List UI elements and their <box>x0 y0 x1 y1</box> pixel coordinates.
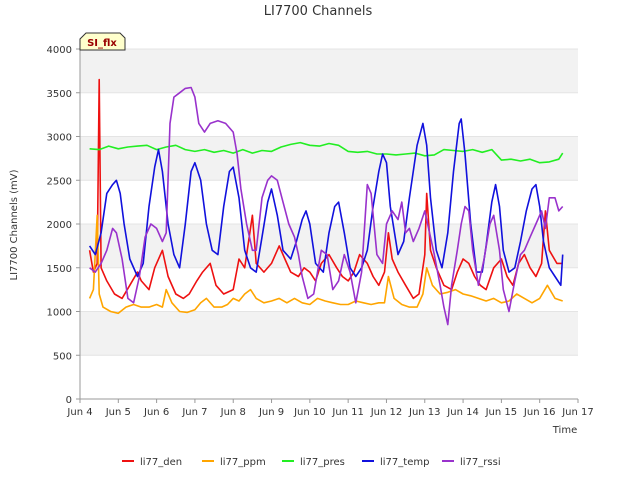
x-tick-label: Jun 14 <box>446 407 479 418</box>
y-tick-label: 1000 <box>47 308 72 319</box>
y-tick-label: 3000 <box>47 133 72 144</box>
y-tick-label: 2500 <box>47 176 72 187</box>
plot-band <box>80 49 578 93</box>
x-tick-label: Jun 9 <box>258 407 284 418</box>
y-tick-label: 3500 <box>47 89 72 100</box>
legend-label-li77_ppm: li77_ppm <box>220 457 266 468</box>
series-line-li77_rssi <box>89 86 564 326</box>
series-line-li77_ppm <box>88 214 563 315</box>
x-tick-label: Jun 15 <box>485 407 518 418</box>
series-line-li77_den <box>88 78 563 300</box>
series-layer <box>88 78 564 326</box>
legend-label-li77_temp: li77_temp <box>380 457 429 468</box>
legend-label-li77_pres: li77_pres <box>300 457 345 468</box>
chart-title: LI7700 Channels <box>264 4 373 19</box>
y-tick-label: 0 <box>66 395 72 406</box>
y-tick-label: 4000 <box>47 45 72 56</box>
x-tick-label: Jun 4 <box>66 407 92 418</box>
x-tick-label: Jun 12 <box>370 407 403 418</box>
y-tick-label: 1500 <box>47 264 72 275</box>
x-tick-label: Jun 11 <box>331 407 364 418</box>
legend-label-li77_den: li77_den <box>140 457 182 468</box>
y-tick-label: 500 <box>53 351 72 362</box>
x-tick-label: Jun 17 <box>561 407 594 418</box>
badge-shape <box>79 32 126 51</box>
plot-band <box>80 311 578 356</box>
x-tick-label: Jun 16 <box>523 407 556 418</box>
series-line-li77_temp <box>88 118 564 287</box>
x-tick-label: Jun 6 <box>143 407 169 418</box>
y-tick-label: 2000 <box>47 220 72 231</box>
y-axis-label: LI7700 Channels (mV) <box>9 169 20 280</box>
badge-label: SI_flx <box>87 38 117 49</box>
x-tick-label: Jun 5 <box>105 407 131 418</box>
x-tick-label: Jun 10 <box>293 407 326 418</box>
legend: li77_den li77_ppm li77_pres li77_temp li77_r… <box>122 457 501 468</box>
x-tick-label: Jun 8 <box>220 407 246 418</box>
x-axis-label: Time <box>552 425 577 436</box>
legend-label-li77_rssi: li77_rssi <box>460 457 501 468</box>
site-badge: SI_flx <box>79 32 126 51</box>
x-tick-label: Jun 7 <box>181 407 207 418</box>
x-tick-label: Jun 13 <box>408 407 441 418</box>
axes: 0 500 1000 1500 2000 2500 3000 3500 4000 Jun 4 Jun… <box>47 45 594 418</box>
